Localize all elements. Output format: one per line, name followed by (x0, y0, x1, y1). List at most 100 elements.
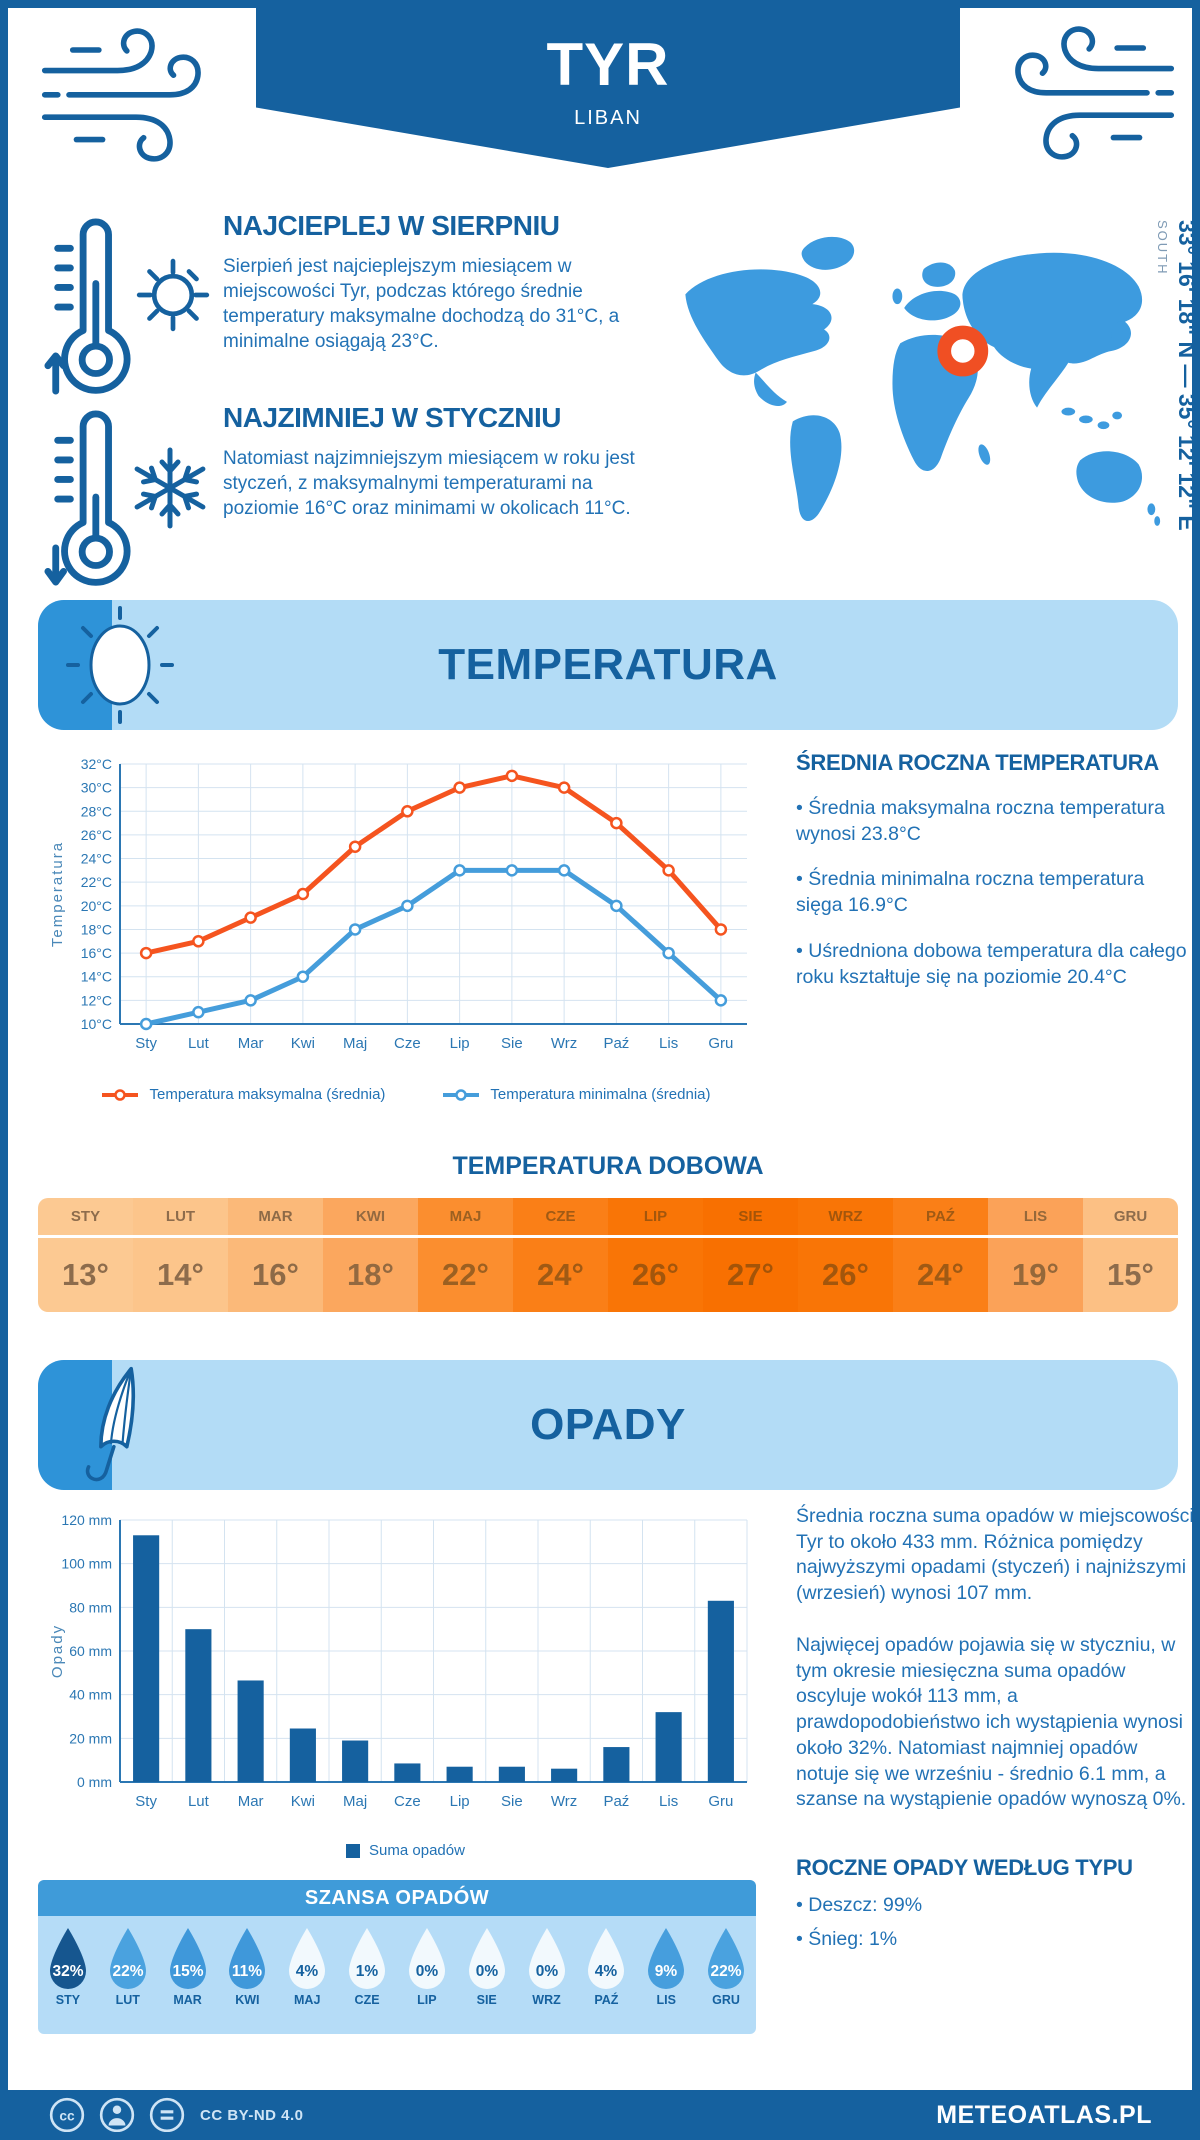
sun-icon (136, 258, 210, 332)
license-text: CC BY-ND 4.0 (200, 2106, 304, 2124)
legend-item: Temperatura maksymalna (średnia) (100, 1086, 385, 1103)
svg-text:Wrz: Wrz (551, 1793, 577, 1810)
rain-drop-icon: 4% (289, 1928, 326, 1989)
svg-text:Paź: Paź (603, 1793, 629, 1810)
rain-chance-cell: 32% STY (38, 1916, 98, 2034)
daily-temp-column: STY 13° (38, 1198, 133, 1312)
rain-chance-cell: 4% MAJ (277, 1916, 337, 2034)
temp-value-cell: 24° (537, 1257, 584, 1292)
rain-chance-cell: 1% CZE (337, 1916, 397, 2034)
rain-chance-cell: 22% GRU (696, 1916, 756, 2034)
svg-text:18°C: 18°C (81, 921, 112, 937)
legend-square-marker (346, 1843, 361, 1858)
svg-text:24°C: 24°C (81, 851, 112, 867)
section-title-precipitation: OPADY (530, 1400, 686, 1449)
temperature-chart: 10°C 12°C 14°C 16°C 18°C 20°C 22°C 24°C 26°C 28°C… (49, 756, 747, 1052)
month-header-cell: GRU (1083, 1198, 1178, 1238)
banner-accent-strip (38, 1360, 112, 1490)
daily-temp-column: MAR 16° (228, 1198, 323, 1312)
rain-drop-icon: 9% (648, 1928, 685, 1989)
month-header-cell: MAR (228, 1198, 323, 1238)
month-header-cell: KWI (323, 1198, 418, 1238)
svg-text:Lip: Lip (450, 1035, 470, 1052)
precip-paragraph-1: Średnia roczna suma opadów w miejscowośc… (796, 1505, 1194, 1605)
snowflake-icon (134, 447, 206, 529)
svg-text:0 mm: 0 mm (77, 1774, 112, 1790)
month-header-cell: MAJ (418, 1198, 513, 1238)
temp-value-cell: 24° (917, 1257, 964, 1292)
world-map (685, 236, 1161, 526)
daily-temp-column: GRU 15° (1083, 1198, 1178, 1312)
svg-text:Maj: Maj (343, 1035, 367, 1052)
highlight-warm: NAJCIEPLEJ W SIERPNIU Sierpień jest najc… (223, 210, 655, 354)
daily-temp-column: KWI 18° (323, 1198, 418, 1312)
daily-temp-column: LUT 14° (133, 1198, 228, 1312)
wind-icon-right (1015, 26, 1175, 160)
rain-chance-value: 9% (655, 1963, 678, 1980)
annual-temp-bullet-2: • Średnia minimalna roczna temperatura s… (796, 868, 1145, 917)
svg-text:Sie: Sie (501, 1035, 523, 1052)
svg-text:Wrz: Wrz (551, 1035, 577, 1052)
rain-chance-value: 22% (112, 1963, 143, 1980)
svg-text:Lis: Lis (659, 1793, 678, 1810)
section-banner-precipitation: OPADY (38, 1360, 1178, 1490)
daily-temp-table: STY 13° LUT 14° MAR 16° KWI 18° MAJ 22° CZE 24° LIP 2… (38, 1198, 1178, 1312)
legend-label: Suma opadów (369, 1842, 465, 1859)
month-header-cell: STY (38, 1198, 133, 1238)
cc-icon: cc (49, 2097, 85, 2132)
cc-by-icon (99, 2097, 135, 2132)
highlight-cold-text: Natomiast najzimniejszym miesiącem w rok… (223, 448, 635, 520)
precip-type-bullet-1: • Deszcz: 99% (796, 1894, 923, 1917)
daily-temp-column: LIS 19° (988, 1198, 1083, 1312)
svg-text:14°C: 14°C (81, 969, 112, 985)
svg-text:60 mm: 60 mm (69, 1643, 112, 1659)
daily-temp-column: WRZ 26° (798, 1198, 893, 1312)
footer: cc CC BY-ND 4.0 METEOATLAS.PL (8, 2090, 1192, 2132)
month-header-cell: WRZ (798, 1198, 893, 1238)
temperature-chart-legend: Temperatura maksymalna (średnia) Temperat… (48, 1086, 763, 1103)
precipitation-text-block: Średnia roczna suma opadów w miejscowośc… (796, 1504, 1194, 1953)
svg-text:10°C: 10°C (81, 1016, 112, 1032)
precipitation-chart-legend: Suma opadów (48, 1842, 763, 1859)
rain-drop-icon: 0% (408, 1928, 445, 1989)
rain-drop-icon: 22% (109, 1928, 146, 1989)
svg-text:100 mm: 100 mm (61, 1556, 112, 1572)
page-title: TYR (546, 31, 670, 98)
temp-value-cell: 18° (347, 1257, 394, 1292)
svg-text:Paź: Paź (603, 1035, 629, 1052)
annual-temp-heading: ŚREDNIA ROCZNA TEMPERATURA (796, 750, 1159, 775)
temp-value-cell: 22° (442, 1257, 489, 1292)
svg-text:Lip: Lip (450, 1793, 470, 1810)
svg-text:80 mm: 80 mm (69, 1599, 112, 1615)
header-banner: TYR LIBAN (256, 8, 960, 168)
rain-chance-cell: 22% LUT (98, 1916, 158, 2034)
section-banner-temperature: TEMPERATURA (38, 600, 1178, 730)
rain-chance-month: LIP (417, 1993, 437, 2007)
rain-chance-month: KWI (235, 1993, 260, 2007)
svg-text:40 mm: 40 mm (69, 1687, 112, 1703)
svg-text:Kwi: Kwi (291, 1793, 315, 1810)
legend-line-marker (443, 1088, 480, 1101)
umbrella-icon (85, 1366, 136, 1482)
annual-temp-bullet-1: • Średnia maksymalna roczna temperatura … (796, 797, 1165, 845)
rain-chance-cell: 15% MAR (158, 1916, 218, 2034)
rain-chance-value: 32% (52, 1963, 83, 1980)
month-header-cell: PAŹ (893, 1198, 988, 1238)
svg-text:Maj: Maj (343, 1793, 367, 1810)
svg-text:Gru: Gru (708, 1035, 733, 1052)
sun-banner-icon (66, 606, 174, 724)
daily-temp-column: CZE 24° (513, 1198, 608, 1312)
svg-text:cc: cc (59, 2108, 75, 2123)
daily-temp-column: LIP 26° (608, 1198, 703, 1312)
rain-chance-value: 15% (172, 1963, 203, 1980)
precip-type-bullet-2: • Śnieg: 1% (796, 1927, 898, 1950)
rain-chance-cell: 4% PAŹ (576, 1916, 636, 2034)
wind-icon-left (41, 28, 201, 162)
rain-chance-value: 11% (232, 1963, 262, 1980)
precip-type-heading: ROCZNE OPADY WEDŁUG TYPU (796, 1855, 1133, 1881)
license-icons: cc (48, 2096, 186, 2132)
rain-drop-icon: 11% (229, 1928, 266, 1989)
svg-text:32°C: 32°C (81, 756, 112, 772)
map-coordinates-block: 33° 16' 18" N — 35° 12' 12" E SOUTH (1155, 220, 1192, 592)
svg-text:Lis: Lis (659, 1035, 678, 1052)
